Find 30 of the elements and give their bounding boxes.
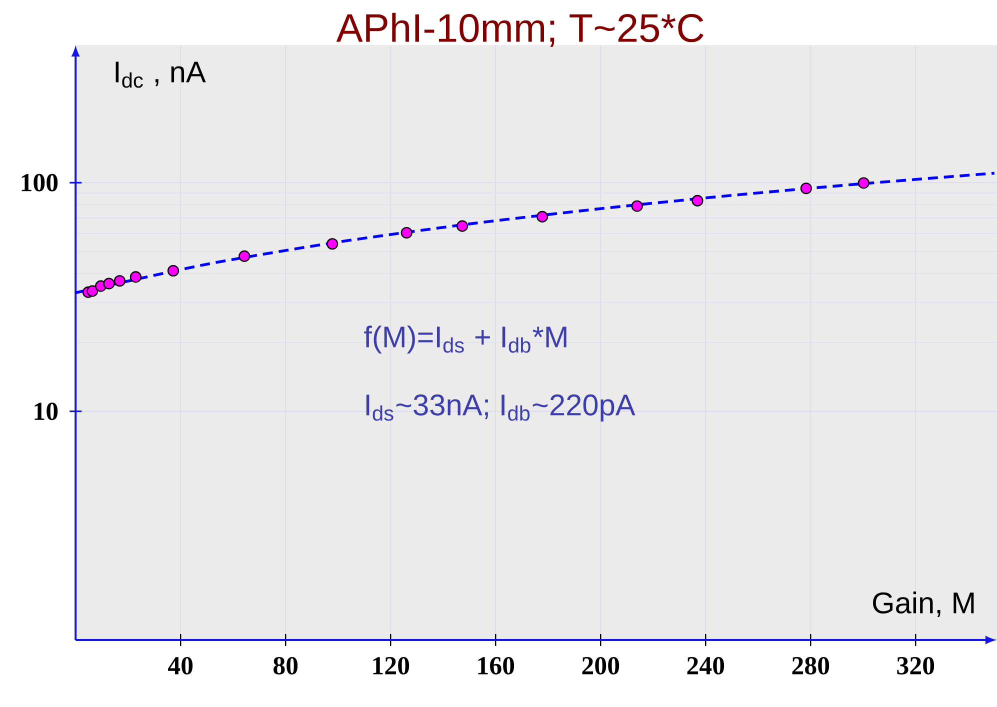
x-tick-label: 240 xyxy=(687,656,724,674)
point xyxy=(692,194,704,206)
x-tick-label: 280 xyxy=(792,656,830,674)
point xyxy=(86,285,98,297)
chart-title: APhI-10mm; T~25*C xyxy=(336,12,704,47)
y-axis-title: I$_{dc}$ , nA xyxy=(116,62,206,88)
point xyxy=(130,271,142,283)
point xyxy=(858,177,870,189)
annotation: f(M)=I$_{ds}$ + I$_{db}$*M xyxy=(364,326,566,354)
point xyxy=(536,210,548,222)
line-series xyxy=(74,172,996,294)
point xyxy=(103,278,115,290)
point xyxy=(238,250,250,262)
x-tick-label: 200 xyxy=(582,656,620,674)
y-tick-label: 10 xyxy=(34,402,58,420)
point xyxy=(114,275,126,287)
x-tick-label: 80 xyxy=(274,656,298,674)
point xyxy=(326,238,338,250)
x-axis-title: Gain, M xyxy=(873,592,974,618)
x-tick-label: 40 xyxy=(168,656,193,674)
x-tick-label: 160 xyxy=(478,656,514,674)
point xyxy=(167,264,180,277)
y-tick-label: 100 xyxy=(22,174,58,192)
point xyxy=(800,182,812,194)
x-tick-label: 120 xyxy=(373,656,410,674)
point xyxy=(631,200,643,212)
point xyxy=(456,220,468,232)
point xyxy=(400,226,412,239)
x-tick-label: 320 xyxy=(897,656,934,674)
annotation: I$_{ds}$~33nA; I$_{db}$~220pA xyxy=(366,394,636,422)
